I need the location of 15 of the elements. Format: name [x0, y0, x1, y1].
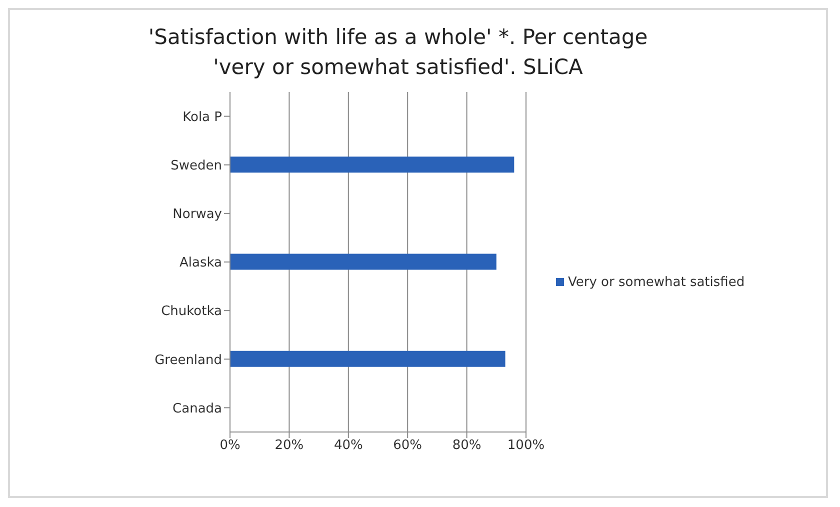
- y-tick-label: Greenland: [154, 352, 222, 368]
- x-tick-label: 60%: [393, 438, 422, 454]
- chart-title: 'Satisfaction with life as a whole' *. Per centage 'very or somewhat satisfied'. SLiCA: [147, 24, 649, 81]
- y-tick-label: Chukotka: [161, 304, 222, 320]
- x-tick-label: 20%: [274, 438, 304, 454]
- y-tick-label: Sweden: [170, 158, 222, 174]
- x-tick-label: 0%: [220, 438, 240, 454]
- legend-label: Very or somewhat satisfied: [568, 274, 745, 290]
- x-tick-label: 40%: [334, 438, 363, 454]
- y-tick-label: Norway: [172, 207, 222, 222]
- y-tick-label: Canada: [172, 401, 222, 416]
- x-tick-label: 80%: [452, 438, 482, 454]
- y-tick-label: Alaska: [179, 256, 222, 271]
- y-tick-label: Kola P: [182, 110, 222, 125]
- x-tick-label: 100%: [507, 438, 545, 454]
